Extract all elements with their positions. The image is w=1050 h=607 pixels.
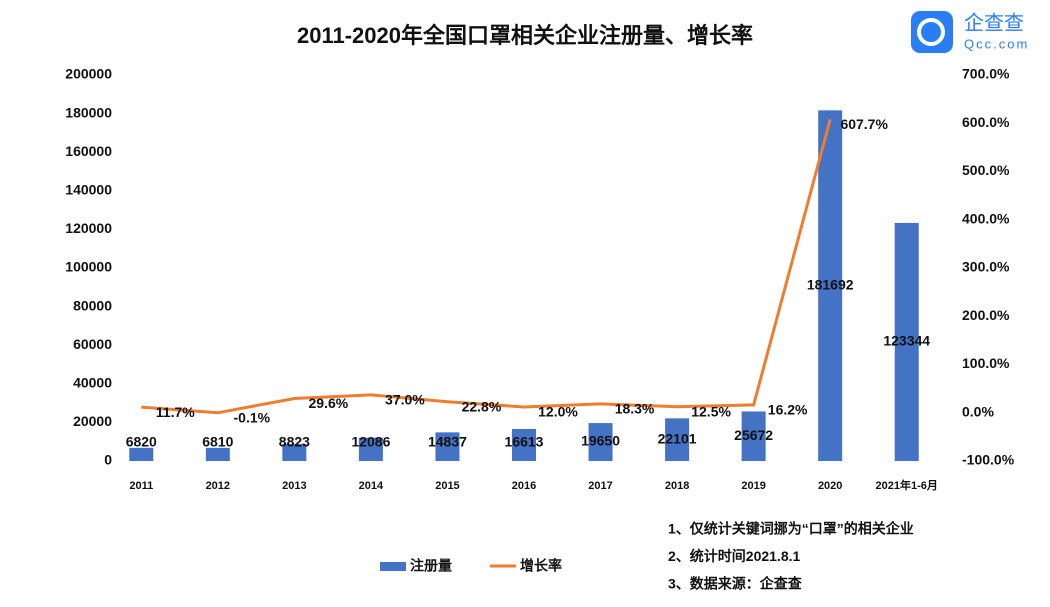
x-tick-label: 2017 xyxy=(588,480,612,492)
bar-value-label: 123344 xyxy=(883,333,930,349)
logo-domain: Qcc.com xyxy=(964,36,1029,51)
line-value-label: 12.0% xyxy=(538,404,578,420)
chart-title: 2011-2020年全国口罩相关企业注册量、增长率 xyxy=(297,23,753,48)
line-value-label: 16.2% xyxy=(768,402,808,418)
legend-label: 增长率 xyxy=(520,558,562,574)
y-tick-label: 60000 xyxy=(73,336,112,352)
y2-tick-label: 400.0% xyxy=(962,210,1010,226)
line-value-label: 22.8% xyxy=(462,398,502,414)
y-tick-label: 100000 xyxy=(65,259,112,275)
x-tick-label: 2011 xyxy=(129,480,153,492)
bar-value-label: 16613 xyxy=(505,434,544,450)
bar-value-label: 14837 xyxy=(428,434,467,450)
y2-tick-label: 700.0% xyxy=(962,66,1010,82)
y-tick-label: 180000 xyxy=(65,104,112,120)
bar-value-label: 12086 xyxy=(351,434,390,450)
note: 2、统计时间2021.8.1 xyxy=(668,548,800,564)
x-tick-label: 2016 xyxy=(512,480,536,492)
x-tick-label: 2014 xyxy=(359,480,384,492)
bar-value-label: 8823 xyxy=(279,434,310,450)
y-tick-label: 120000 xyxy=(65,220,112,236)
y-tick-label: 20000 xyxy=(73,413,112,429)
bar-value-label: 181692 xyxy=(807,276,854,292)
line-value-label: 607.7% xyxy=(840,116,888,132)
bar-value-label: 22101 xyxy=(658,430,697,446)
bar-value-label: 6820 xyxy=(126,434,157,450)
legend-label: 注册量 xyxy=(410,558,452,574)
line-value-label: 11.7% xyxy=(156,404,195,420)
x-tick-label: 2021年1-6月 xyxy=(876,478,938,492)
line-value-label: -0.1% xyxy=(234,410,271,426)
note: 3、数据来源：企查查 xyxy=(668,576,803,592)
bar xyxy=(894,222,919,461)
line xyxy=(141,119,832,415)
bar xyxy=(512,428,536,461)
bar xyxy=(435,432,460,461)
y-tick-label: 0 xyxy=(104,452,112,468)
note: 1、仅统计关键词挪为“口罩”的相关企业 xyxy=(668,521,914,537)
y2-tick-label: 600.0% xyxy=(962,114,1010,130)
y2-tick-label: 300.0% xyxy=(962,259,1010,275)
bar xyxy=(741,411,766,461)
bar xyxy=(129,447,154,461)
logo-ring xyxy=(917,18,945,46)
x-tick-label: 2013 xyxy=(282,480,306,492)
x-tick-label: 2012 xyxy=(206,480,230,492)
bar xyxy=(588,423,613,461)
line-value-label: 18.3% xyxy=(615,401,655,417)
line-value-label: 37.0% xyxy=(385,392,425,408)
bar xyxy=(358,437,383,461)
logo-icon xyxy=(911,11,953,53)
bar-value-label: 19650 xyxy=(581,433,620,449)
y2-tick-label: 0.0% xyxy=(962,403,994,419)
x-tick-label: 2020 xyxy=(818,480,842,492)
bar xyxy=(282,443,307,461)
y2-tick-label: 100.0% xyxy=(962,355,1010,371)
x-tick-label: 2019 xyxy=(741,480,765,492)
legend-swatch xyxy=(380,562,406,571)
x-tick-label: 2015 xyxy=(435,480,459,492)
y-tick-label: 80000 xyxy=(73,297,112,313)
bar-value-label: 6810 xyxy=(202,434,233,450)
y-tick-label: 160000 xyxy=(65,143,112,159)
x-tick-label: 2018 xyxy=(665,480,689,492)
bar-value-label: 25672 xyxy=(734,427,773,443)
y2-tick-label: 200.0% xyxy=(962,307,1010,323)
line-value-label: 29.6% xyxy=(309,395,349,411)
bar xyxy=(205,447,230,461)
line-value-label: 12.5% xyxy=(691,403,731,419)
y-tick-label: 140000 xyxy=(65,182,112,198)
y2-tick-label: -100.0% xyxy=(962,452,1015,468)
bar xyxy=(818,110,843,461)
bar xyxy=(665,418,690,461)
y-tick-label: 200000 xyxy=(65,66,112,82)
y-tick-label: 40000 xyxy=(73,375,112,391)
logo-name: 企查查 xyxy=(964,11,1024,34)
y2-tick-label: 500.0% xyxy=(962,162,1010,178)
